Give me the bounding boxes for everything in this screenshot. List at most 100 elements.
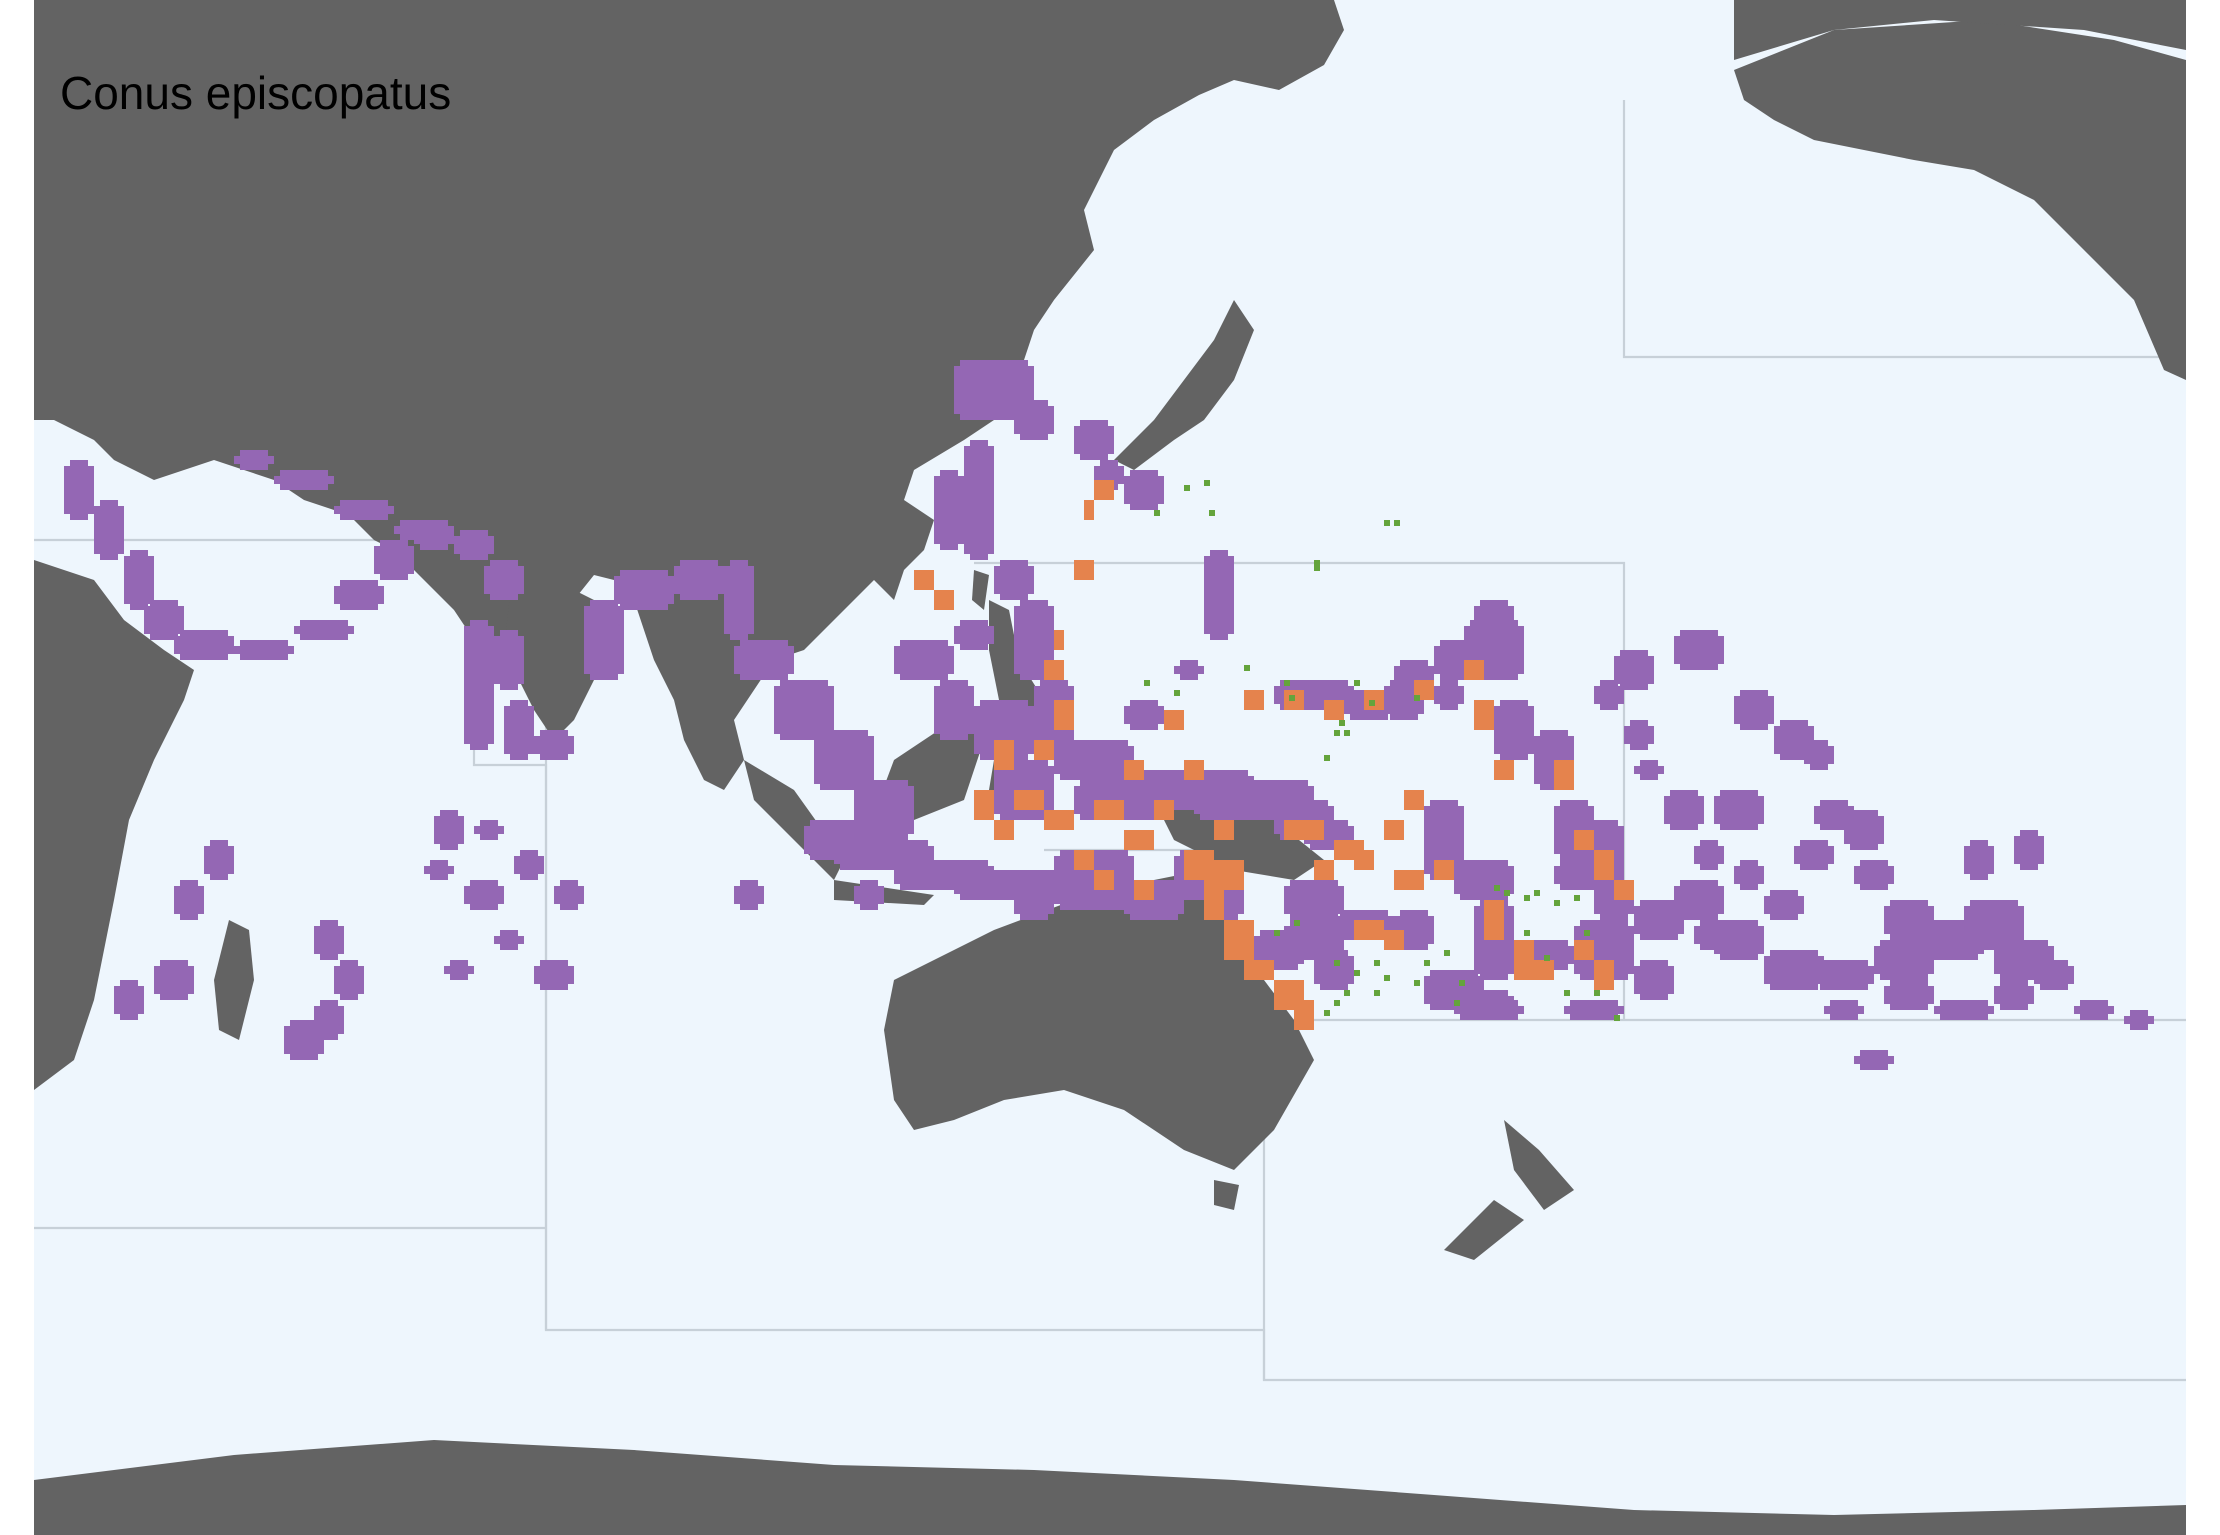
record-cell (1184, 485, 1190, 491)
occurrence-cell (1574, 830, 1594, 850)
range-cell (1124, 700, 1164, 730)
occurrence-cell (934, 590, 954, 610)
range-cell (474, 820, 504, 840)
record-cell (1414, 695, 1420, 701)
occurrence-cell (1094, 480, 1114, 500)
record-cell (1344, 730, 1350, 736)
range-cell (484, 560, 524, 600)
range-cell (614, 570, 674, 610)
land-madagascar (214, 920, 254, 1040)
range-cell (334, 500, 394, 520)
range-cell (934, 680, 974, 740)
occurrence-cell (1464, 660, 1484, 680)
occurrence-cell (1514, 940, 1534, 980)
range-cell (2074, 1000, 2114, 1020)
range-cell (1634, 760, 1664, 780)
occurrence-cell (1614, 880, 1634, 900)
record-cell (1494, 885, 1500, 891)
occurrence-cell (1214, 860, 1244, 890)
occurrence-cell (1384, 930, 1404, 950)
record-cell (1244, 665, 1250, 671)
range-cell (1314, 950, 1354, 990)
land-india (504, 560, 594, 740)
record-cell (1314, 560, 1320, 566)
range-cell (464, 880, 504, 910)
range-cell (204, 840, 234, 880)
record-cell (1554, 900, 1560, 906)
range-cell (774, 680, 834, 740)
occurrence-cell (1044, 810, 1074, 830)
record-cell (1324, 755, 1330, 761)
record-cell (1424, 960, 1430, 966)
range-cell (1634, 960, 1674, 1000)
range-cell (1014, 400, 1054, 440)
land-japan (1114, 300, 1254, 470)
occurrence-cell (1094, 800, 1124, 820)
occurrence-cell (1384, 820, 1404, 840)
range-cell (1054, 740, 1134, 780)
range-cell (1284, 880, 1344, 920)
map-panel (34, 0, 2186, 1535)
land-australia (884, 870, 1314, 1170)
range-cell (584, 600, 624, 680)
record-cell (1274, 930, 1280, 936)
occurrence-cell (1084, 500, 1094, 520)
range-cell (154, 960, 194, 1000)
range-cell (434, 810, 464, 850)
range-cell (464, 620, 494, 750)
range-cell (514, 850, 544, 880)
range-cell (854, 780, 914, 840)
range-cell (934, 470, 964, 550)
occurrence-cell (1594, 850, 1614, 880)
range-cell (1634, 900, 1684, 940)
range-cell (994, 560, 1034, 600)
record-cell (1584, 930, 1590, 936)
record-cell (1339, 720, 1345, 726)
range-cell (1204, 550, 1234, 640)
record-cell (1314, 565, 1320, 571)
range-cell (814, 730, 874, 790)
land-new-zealand-north (1504, 1120, 1574, 1210)
record-cell (1334, 730, 1340, 736)
range-cell (1934, 1000, 1994, 1020)
record-cell (1144, 680, 1150, 686)
record-cell (1504, 890, 1510, 896)
range-cell (1624, 720, 1654, 750)
range-cell (1814, 960, 1874, 990)
record-cell (1369, 700, 1375, 706)
range-cell (94, 500, 124, 560)
occurrence-cell (1574, 940, 1594, 960)
occurrence-cell (1394, 870, 1424, 890)
map-title: Conus episcopatus (60, 67, 452, 119)
range-cell (234, 640, 294, 660)
occurrence-cell (1284, 820, 1324, 840)
range-cell (2014, 830, 2044, 870)
range-cell (534, 960, 574, 990)
range-cell (444, 960, 474, 980)
range-cell (1994, 980, 2034, 1010)
occurrence-cell (1224, 920, 1254, 960)
range-cell (334, 580, 384, 610)
record-cell (1614, 1015, 1620, 1021)
land-alaska (1734, 20, 2186, 380)
occurrence-cell (1244, 960, 1274, 980)
record-cell (1334, 960, 1340, 966)
range-cell (124, 550, 154, 610)
range-cell (1564, 1000, 1624, 1020)
record-cell (1534, 890, 1540, 896)
range-cell (424, 860, 454, 880)
record-cell (1384, 975, 1390, 981)
range-cell (1074, 420, 1114, 460)
record-cell (1414, 980, 1420, 986)
range-cell (334, 960, 364, 1000)
record-cell (1284, 680, 1290, 686)
range-cell (1764, 950, 1824, 990)
record-cell (1524, 930, 1530, 936)
record-cell (1459, 980, 1465, 986)
range-cell (1124, 470, 1164, 510)
world-map (34, 0, 2186, 1535)
occurrence-cell (1074, 560, 1094, 580)
range-cell (1874, 940, 1934, 980)
record-cell (1594, 990, 1600, 996)
range-cell (734, 880, 764, 910)
